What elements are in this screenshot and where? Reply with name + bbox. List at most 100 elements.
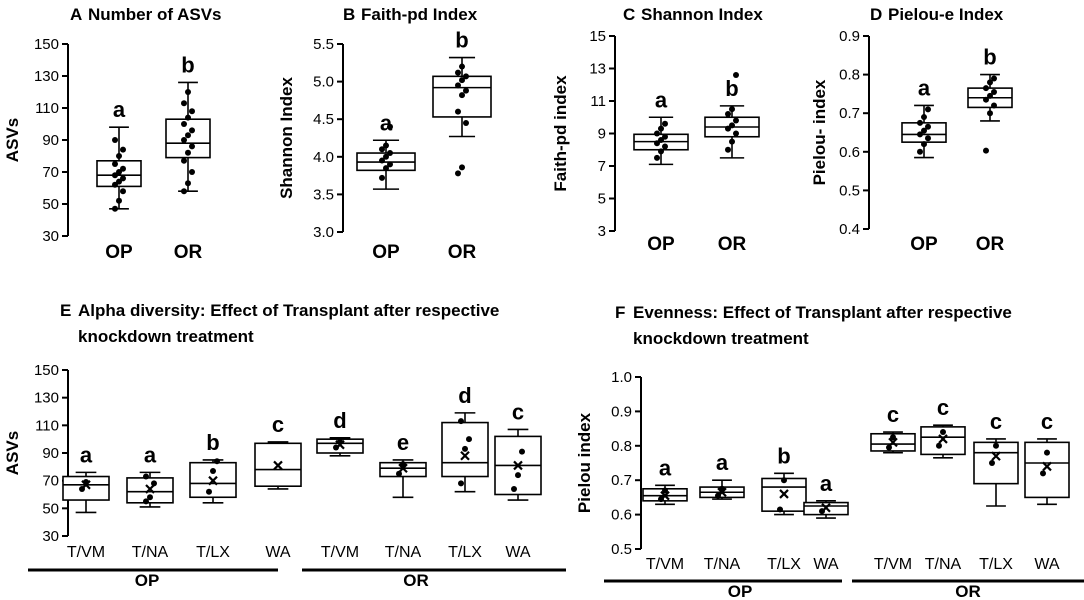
pb-category-label: OP bbox=[372, 242, 400, 263]
pb-data-point bbox=[387, 123, 393, 130]
pd-y-tick-label: 0.8 bbox=[839, 67, 860, 84]
pf-y-tick-label: 1.0 bbox=[611, 369, 632, 386]
pe-box-1 bbox=[126, 471, 174, 508]
pf-data-point bbox=[890, 434, 896, 441]
pa-box-1 bbox=[165, 81, 211, 195]
pa-data-point bbox=[185, 132, 191, 139]
pf-mean-marker bbox=[938, 434, 948, 444]
pe-category-label: T/LX bbox=[196, 544, 230, 561]
pd-data-point bbox=[921, 114, 927, 121]
pb-y-tick-label: 4.5 bbox=[313, 111, 334, 128]
pd-y-tick-label: 0.4 bbox=[839, 221, 860, 238]
pd-category-label: OP bbox=[910, 234, 938, 255]
pd-data-point bbox=[983, 85, 989, 92]
pe-data-point bbox=[466, 436, 472, 443]
pe-box-rect bbox=[62, 475, 110, 501]
pf-category-label: T/LX bbox=[767, 556, 801, 573]
pe-data-point bbox=[210, 467, 216, 474]
pe-mean-marker bbox=[273, 460, 283, 471]
pb-data-point bbox=[387, 161, 393, 168]
pc-data-point bbox=[729, 106, 735, 113]
pb-data-point bbox=[459, 164, 465, 171]
pa-data-point bbox=[116, 169, 122, 175]
pb-data-point bbox=[379, 174, 385, 181]
pe-mean-marker bbox=[398, 463, 408, 473]
pe-panel-letter: E bbox=[60, 301, 71, 320]
pb-data-point bbox=[459, 63, 465, 70]
pb-category-label: OR bbox=[448, 242, 477, 263]
pa-data-point bbox=[185, 149, 191, 156]
pf-category-label: WA bbox=[813, 556, 839, 573]
pd-title: Pielou-e Index bbox=[888, 5, 1004, 24]
pf-category-label: T/NA bbox=[925, 556, 962, 573]
pe-data-point bbox=[519, 448, 525, 455]
pc-data-point bbox=[662, 133, 668, 140]
pf-data-point bbox=[777, 506, 783, 513]
pb-y-tick-label: 5.5 bbox=[313, 36, 334, 53]
pd-data-point bbox=[925, 123, 931, 130]
pf-significance-letter: c bbox=[990, 409, 1002, 434]
pf-mean-marker bbox=[717, 487, 727, 498]
pe-data-point bbox=[458, 480, 464, 487]
pe-y-tick-label: 30 bbox=[42, 528, 59, 545]
pf-category-label: T/NA bbox=[704, 556, 741, 573]
pe-category-label: T/LX bbox=[448, 544, 482, 561]
pa-data-point bbox=[185, 89, 191, 95]
pc-data-point bbox=[725, 125, 731, 132]
pe-y-tick-label: 70 bbox=[42, 473, 59, 490]
pa-box-0 bbox=[96, 126, 142, 212]
pc-data-point bbox=[654, 130, 660, 137]
pc-data-point bbox=[654, 154, 660, 161]
pd-data-point bbox=[921, 141, 927, 148]
pd-data-point bbox=[917, 148, 923, 155]
pf-y-tick-label: 0.5 bbox=[611, 541, 632, 558]
pa-data-point bbox=[120, 188, 126, 195]
pa-data-point bbox=[185, 114, 191, 121]
pf-data-point bbox=[662, 487, 668, 494]
pd-data-point bbox=[987, 110, 993, 117]
pb-box-1 bbox=[432, 56, 492, 177]
pe-box-7 bbox=[494, 428, 542, 501]
pa-data-point bbox=[116, 153, 122, 159]
pb-data-point bbox=[379, 157, 385, 164]
pe-box-5 bbox=[379, 459, 427, 499]
pd-data-point bbox=[925, 106, 931, 113]
pf-y-axis-title: Pielou index bbox=[575, 412, 594, 513]
pb-y-tick-label: 3.5 bbox=[313, 186, 334, 203]
pf-mean-marker bbox=[1042, 461, 1052, 472]
pe-significance-letter: d bbox=[333, 408, 346, 433]
pd-y-tick-label: 0.9 bbox=[839, 28, 860, 45]
pe-significance-letter: e bbox=[397, 430, 409, 455]
pb-data-point bbox=[455, 69, 461, 76]
pc-y-tick-label: 9 bbox=[598, 126, 606, 143]
pc-box-1 bbox=[704, 72, 760, 159]
pf-significance-letter: a bbox=[659, 455, 672, 480]
pd-data-point bbox=[983, 96, 989, 103]
pe-group-label: OR bbox=[403, 571, 429, 590]
pa-y-tick-label: 130 bbox=[34, 68, 59, 85]
pa-data-point bbox=[181, 157, 187, 164]
pa-data-point bbox=[112, 205, 118, 212]
pf-group-label: OP bbox=[728, 582, 753, 600]
pf-mean-marker bbox=[888, 437, 898, 448]
pf-title-line2: knockdown treatment bbox=[633, 329, 809, 348]
pc-data-point bbox=[729, 122, 735, 129]
pe-y-tick-label: 130 bbox=[34, 390, 59, 407]
pb-panel-letter: B bbox=[343, 5, 355, 24]
pf-box-rect bbox=[973, 441, 1019, 485]
pd-data-point bbox=[925, 135, 931, 142]
pe-category-label: T/VM bbox=[67, 544, 105, 561]
pf-category-label: T/VM bbox=[646, 556, 684, 573]
pe-y-axis-title: ASVs bbox=[3, 431, 22, 475]
pe-significance-letter: a bbox=[144, 442, 157, 467]
pe-data-point bbox=[206, 488, 212, 495]
pc-data-point bbox=[733, 117, 739, 124]
pe-data-point bbox=[458, 418, 464, 425]
pd-data-point bbox=[987, 92, 993, 99]
pc-y-tick-label: 11 bbox=[590, 93, 606, 110]
pf-data-point bbox=[989, 460, 995, 466]
pc-data-point bbox=[725, 146, 731, 153]
pe-significance-letter: c bbox=[272, 412, 284, 437]
pa-data-point bbox=[120, 146, 126, 153]
